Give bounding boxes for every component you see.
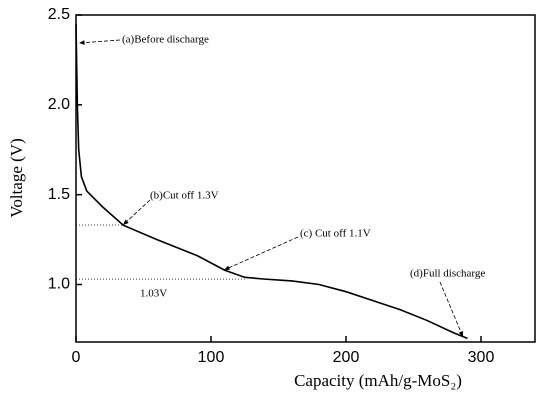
arrow-head	[79, 40, 85, 45]
arrow	[439, 281, 464, 338]
x-tick-label: 300	[468, 349, 495, 366]
y-tick-label: 2.0	[48, 96, 70, 113]
arrow-head	[123, 219, 129, 225]
plot-frame	[75, 14, 536, 343]
annotation: (d)Full discharge	[410, 268, 485, 280]
arrow-head	[458, 331, 464, 337]
arrow	[122, 199, 151, 226]
annotation: 1.03V	[140, 288, 167, 300]
discharge-curve	[75, 23, 468, 340]
annotation: (b)Cut off 1.3V	[150, 190, 219, 202]
y-tick-label: 2.5	[48, 6, 70, 23]
arrow	[78, 39, 121, 44]
arrow	[223, 236, 299, 271]
y-tick-label: 1.0	[48, 276, 70, 293]
arrow-head	[224, 265, 230, 270]
annotation: (a)Before discharge	[122, 34, 209, 46]
x-tick-label: 0	[72, 349, 81, 366]
x-tick-label: 100	[198, 349, 225, 366]
x-axis-label: Capacity (mAh/g-MoS₂)	[294, 371, 462, 390]
y-axis-label: Voltage (V)	[7, 138, 26, 217]
y-tick-label: 1.5	[48, 186, 70, 203]
annotation: (c) Cut off 1.1V	[300, 228, 371, 240]
x-tick-label: 200	[333, 349, 360, 366]
